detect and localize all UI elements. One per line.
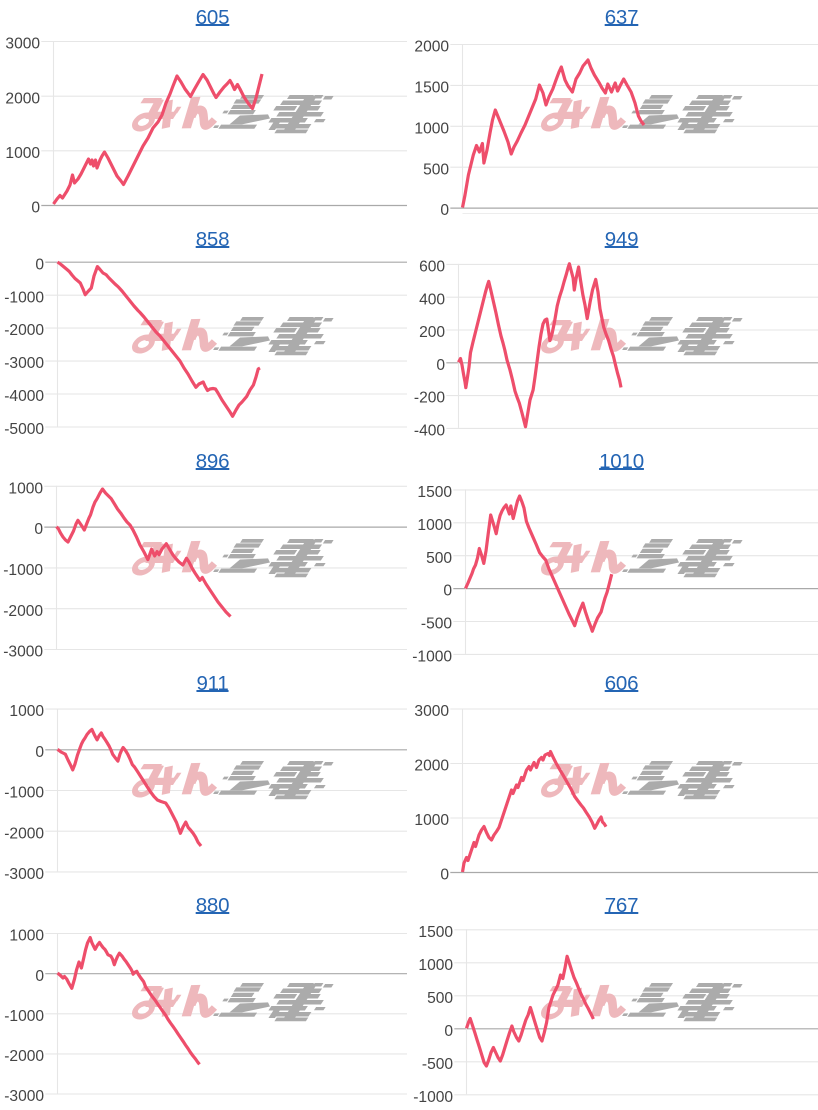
svg-text:-2000: -2000 [4,1048,44,1065]
svg-text:0: 0 [31,200,40,217]
svg-text:-1000: -1000 [3,562,43,579]
svg-text:2000: 2000 [414,758,449,775]
svg-text:-4000: -4000 [4,388,44,405]
svg-text:1500: 1500 [417,484,452,501]
svg-text:0: 0 [35,744,44,761]
svg-text:0: 0 [444,1023,453,1040]
svg-text:500: 500 [423,161,449,178]
svg-text:-3000: -3000 [4,866,44,883]
svg-text:400: 400 [419,291,445,308]
svg-text:2000: 2000 [5,90,40,107]
svg-text:-2000: -2000 [4,322,44,339]
svg-text:1000: 1000 [417,517,452,534]
svg-text:1000: 1000 [9,928,44,945]
svg-text:1000: 1000 [5,145,40,162]
svg-text:-3000: -3000 [3,644,43,661]
svg-text:1000: 1000 [414,120,449,137]
svg-text:1000: 1000 [418,957,453,974]
svg-text:0: 0 [35,256,44,273]
svg-text:0: 0 [440,867,449,884]
svg-text:-500: -500 [421,616,453,633]
svg-text:1500: 1500 [418,924,453,941]
svg-text:-1000: -1000 [4,1008,44,1025]
svg-text:200: 200 [419,324,445,341]
svg-text:-1000: -1000 [4,289,44,306]
svg-text:-200: -200 [414,390,446,407]
svg-text:500: 500 [426,550,452,567]
svg-text:-1000: -1000 [4,785,44,802]
svg-text:-2000: -2000 [4,825,44,842]
svg-text:0: 0 [436,357,445,374]
svg-text:500: 500 [427,990,453,1007]
svg-text:0: 0 [443,583,452,600]
svg-text:-500: -500 [422,1056,454,1073]
svg-text:-400: -400 [414,423,446,440]
svg-text:-1000: -1000 [413,1089,453,1106]
svg-text:0: 0 [35,968,44,985]
svg-text:-3000: -3000 [4,355,44,372]
svg-text:3000: 3000 [414,703,449,720]
svg-text:1000: 1000 [8,480,43,497]
svg-text:3000: 3000 [5,36,40,53]
svg-text:-1000: -1000 [412,649,452,666]
svg-text:-5000: -5000 [4,421,44,438]
svg-text:-2000: -2000 [3,603,43,620]
svg-text:1000: 1000 [9,703,44,720]
svg-text:1000: 1000 [414,812,449,829]
svg-text:0: 0 [440,202,449,219]
svg-text:-3000: -3000 [4,1088,44,1105]
svg-text:2000: 2000 [414,39,449,56]
svg-text:0: 0 [34,521,43,538]
svg-text:1500: 1500 [414,80,449,97]
svg-text:600: 600 [419,259,445,276]
